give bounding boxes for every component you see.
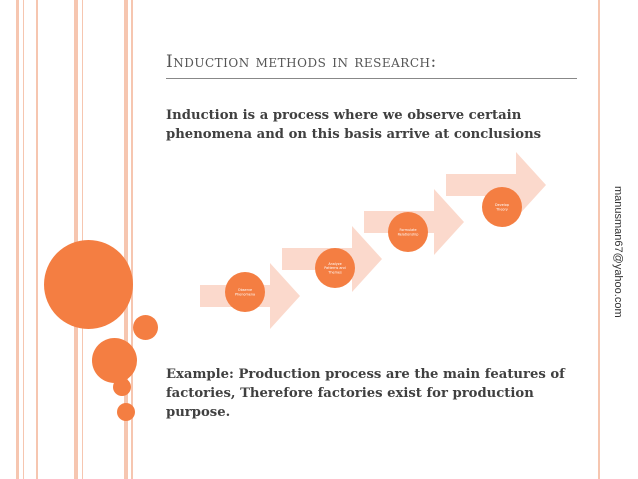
decor-line xyxy=(124,0,128,479)
step-label: Phenomena xyxy=(235,292,255,296)
step-label: Formulate xyxy=(399,228,416,232)
example-paragraph: Example: Production process are the main… xyxy=(166,367,565,420)
decor-line xyxy=(36,0,38,479)
step-node xyxy=(225,272,265,312)
step-label: Themes xyxy=(327,271,342,275)
step-label: Patterns and xyxy=(324,266,345,270)
decor-circle-large xyxy=(44,240,133,329)
decor-line xyxy=(131,0,133,479)
intro-paragraph: Induction is a process where we observe … xyxy=(166,108,542,142)
step-label: Relationship xyxy=(398,232,419,236)
decor-line xyxy=(74,0,78,479)
decor-circle xyxy=(92,338,137,383)
step-node xyxy=(482,187,522,227)
decor-circle xyxy=(133,315,158,340)
step-label: Develop xyxy=(495,203,509,207)
decor-line xyxy=(82,0,83,479)
decor-circle xyxy=(113,378,131,396)
step-node xyxy=(315,248,355,288)
decor-line xyxy=(16,0,19,479)
step-node xyxy=(388,212,428,252)
email-watermark: manusman67@yahoo.com xyxy=(612,186,624,318)
step-label: Observe xyxy=(238,288,252,292)
step-label: Analyze xyxy=(328,262,341,266)
decor-line xyxy=(23,0,24,479)
title-underline xyxy=(166,78,577,79)
decor-line xyxy=(598,0,600,479)
step-label: Theory xyxy=(495,207,508,211)
decor-circle xyxy=(117,403,135,421)
slide-title: Induction methods in research: xyxy=(166,52,437,72)
